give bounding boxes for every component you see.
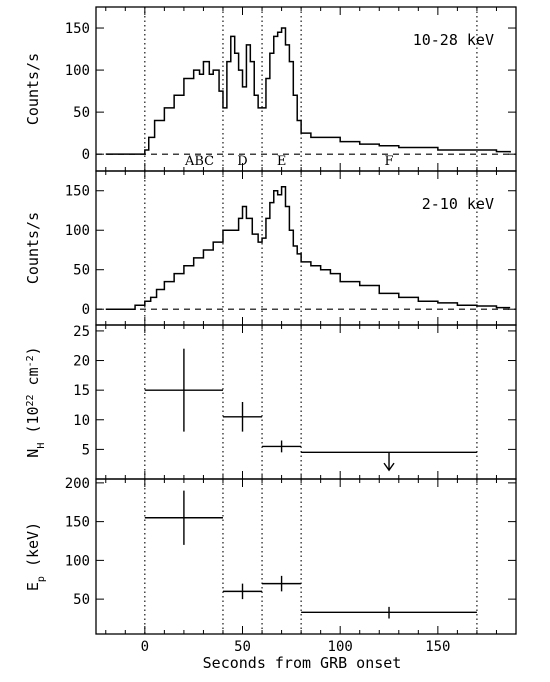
light-curve-line <box>105 186 511 310</box>
upper-limit-arrow-head <box>383 462 395 472</box>
y-tick-label: 50 <box>73 105 90 121</box>
light-curve-line <box>105 27 511 155</box>
y-tick-label: 5 <box>82 442 90 458</box>
y-axis-title: Counts/s <box>24 212 42 284</box>
y-tick-label: 150 <box>65 184 90 200</box>
y-tick-label: 20 <box>73 354 90 370</box>
y-axis-title: Counts/s <box>24 53 42 125</box>
x-tick-label: 150 <box>425 639 450 655</box>
segment-label: ABC <box>184 154 214 169</box>
y-tick-label: 150 <box>65 21 90 37</box>
y-axis-title: Ep (keV) <box>24 522 47 591</box>
panel-nh: 5 10 15 20 25 NH (1022 cm-2) <box>24 324 517 480</box>
y-tick-label: 50 <box>73 592 90 608</box>
segment-label: F <box>385 154 394 169</box>
x-axis-title: Seconds from GRB onset <box>203 654 402 672</box>
y-tick-label: 200 <box>65 476 90 492</box>
segment-label: E <box>277 154 287 169</box>
energy-band-label: 10-28 keV <box>413 31 494 49</box>
panel-frame <box>95 478 517 635</box>
panel-lightcurve-soft: 0 50 100 150 Counts/s 2-10 keV <box>24 170 517 326</box>
y-axis-title: NH (1022 cm-2) <box>24 346 47 457</box>
panel-frame <box>95 324 517 480</box>
y-tick-label: 0 <box>82 302 90 318</box>
x-tick-label: 0 <box>141 639 149 655</box>
segment-label: D <box>237 154 247 169</box>
x-tick-label: 100 <box>328 639 353 655</box>
y-tick-label: 150 <box>65 515 90 531</box>
y-tick-label: 100 <box>65 553 90 569</box>
y-tick-label: 100 <box>65 63 90 79</box>
panel-lightcurve-hard: 0 50 100 150 Counts/s 10-28 keV ABC D E F <box>24 6 517 172</box>
energy-band-label: 2-10 keV <box>422 195 494 213</box>
panel-ep: 50 100 150 200 Ep (keV) 0 50 100 150 <box>24 476 517 655</box>
y-tick-label: 25 <box>73 324 90 340</box>
y-tick-label: 100 <box>65 223 90 239</box>
y-tick-label: 0 <box>82 147 90 163</box>
y-tick-label: 50 <box>73 263 90 279</box>
y-tick-label: 15 <box>73 383 90 399</box>
x-tick-label: 50 <box>234 639 251 655</box>
y-tick-label: 10 <box>73 413 90 429</box>
